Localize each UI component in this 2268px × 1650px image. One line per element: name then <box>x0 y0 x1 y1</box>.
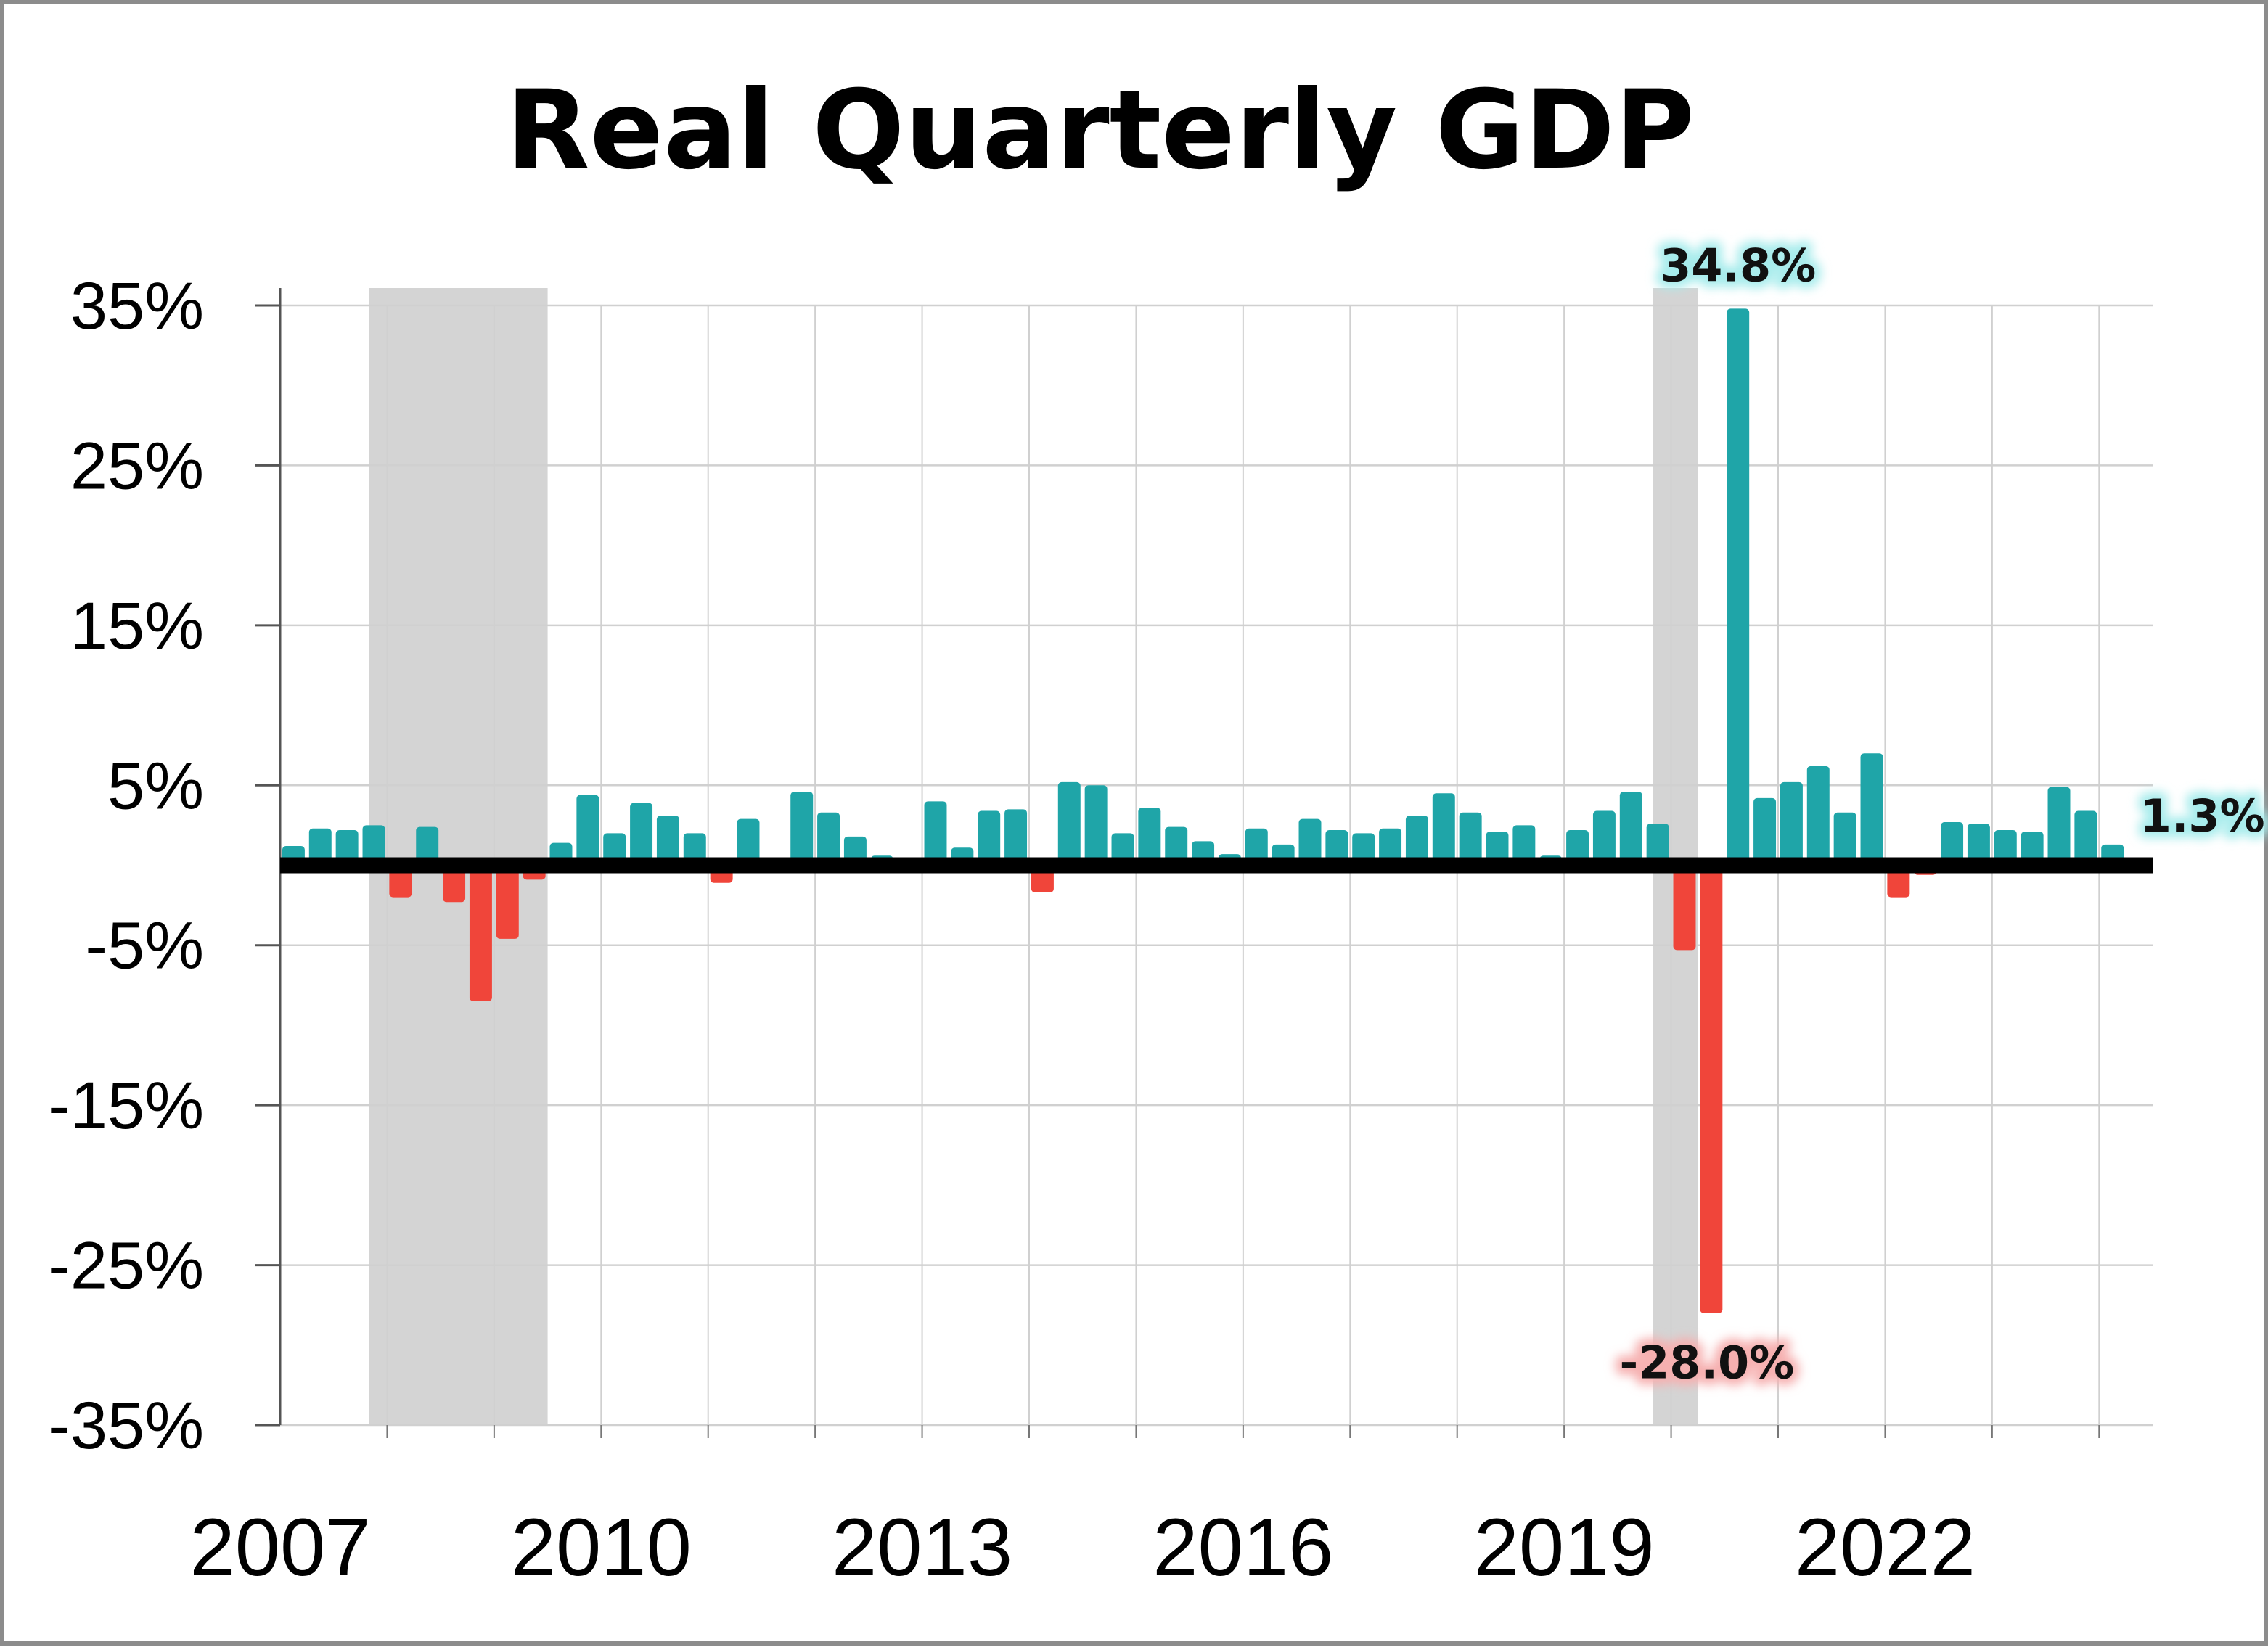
gdp-bar <box>1860 753 1883 866</box>
bars-layer <box>282 308 2124 1313</box>
gdp-bar <box>1405 816 1428 866</box>
gdp-bar <box>469 865 492 1001</box>
gdp-chart: Real Quarterly GDP 35% 25% 15% 5% -5% -15% -25… <box>48 67 2268 1593</box>
gdp-bar <box>1111 833 1134 866</box>
gdp-bar <box>603 833 626 866</box>
gdp-bar <box>1486 832 1509 866</box>
gdp-bar <box>1432 793 1455 866</box>
x-tick-label: 2019 <box>1474 1502 1655 1593</box>
gdp-bar <box>576 795 599 866</box>
gdp-bar <box>496 865 519 939</box>
data-label-annotation: 1.3% <box>2140 789 2265 842</box>
recession-band-1 <box>369 288 548 1425</box>
y-tick-labels: 35% 25% 15% 5% -5% -15% -25% -35% <box>48 269 204 1463</box>
x-tick-labels: 2007 2010 2013 2016 2019 2022 <box>189 1502 1976 1593</box>
data-annotations: 34.8%34.8%-28.0%-28.0%1.3%1.3% <box>1613 232 2268 1395</box>
gdp-bar <box>737 818 760 866</box>
gdp-bar <box>1245 828 1268 866</box>
gdp-bar <box>978 810 1001 866</box>
gdp-bar <box>2074 810 2097 866</box>
gdp-bar <box>389 865 412 898</box>
gdp-bar <box>1298 818 1322 866</box>
gdp-bar <box>1833 812 1856 866</box>
gdp-bar <box>443 865 466 903</box>
gdp-bar <box>1592 810 1616 866</box>
data-label-annotation: -28.0% <box>1619 1337 1794 1390</box>
axes-layer <box>255 288 2153 1438</box>
gdp-bar <box>1887 865 1910 898</box>
y-tick-label: -5% <box>85 909 204 983</box>
gdp-bar <box>1619 792 1642 866</box>
gdp-bar <box>790 792 814 866</box>
gdp-bar <box>817 812 840 866</box>
gdp-bar <box>1057 781 1081 866</box>
y-tick-label: 5% <box>107 749 204 823</box>
annotation-glow: -28.0% <box>1619 1337 1794 1390</box>
gdp-bar <box>1325 830 1348 866</box>
y-tick-label: -35% <box>48 1389 204 1463</box>
gdp-bar <box>1459 812 1482 866</box>
recession-shading-layer <box>369 288 1698 1425</box>
gdp-bar <box>416 826 439 866</box>
x-tick-label: 2007 <box>189 1502 370 1593</box>
gdp-bar <box>1941 821 1964 866</box>
gdp-bar <box>683 833 706 866</box>
y-tick-label: -15% <box>48 1069 204 1143</box>
data-label-annotation: 34.8% <box>1660 239 1816 292</box>
gdp-bar <box>1004 809 1028 866</box>
gdp-bar <box>1084 785 1108 866</box>
y-tick-label: 15% <box>70 589 204 663</box>
gdp-bar <box>1352 833 1375 866</box>
gdp-bar <box>1512 825 1536 866</box>
gdp-bar <box>2047 787 2071 866</box>
gdp-bar <box>656 816 679 866</box>
gdp-bar <box>1566 830 1589 866</box>
x-tick-label: 2016 <box>1153 1502 1333 1593</box>
gdp-bar <box>2021 832 2044 866</box>
gdp-bar <box>1753 797 1777 866</box>
gdp-bar <box>1673 865 1696 951</box>
gdp-bar <box>924 801 947 866</box>
chart-title: Real Quarterly GDP <box>506 67 1695 194</box>
gdp-bar <box>1138 808 1161 866</box>
gdp-bar <box>630 803 653 866</box>
annotation-glow: 1.3% <box>2140 789 2265 842</box>
gdp-bar <box>335 830 359 866</box>
annotation-glow: 34.8% <box>1660 239 1816 292</box>
gdp-bar <box>1780 781 1803 866</box>
gdp-bar <box>308 828 332 866</box>
x-tick-label: 2013 <box>832 1502 1012 1593</box>
gdp-bar <box>1806 766 1830 866</box>
y-tick-label: 25% <box>70 429 204 503</box>
gdp-bar <box>1967 824 1990 866</box>
gdp-bar <box>1646 824 1669 866</box>
y-tick-label: -25% <box>48 1229 204 1303</box>
x-tick-label: 2010 <box>511 1502 692 1593</box>
gdp-bar <box>1165 826 1188 866</box>
gdp-bar <box>1700 865 1723 1313</box>
gdp-bar <box>1379 828 1402 866</box>
gdp-bar <box>1994 830 2017 866</box>
gdp-bar <box>1727 308 1750 866</box>
x-tick-label: 2022 <box>1795 1502 1976 1593</box>
gdp-bar <box>362 825 385 866</box>
y-tick-label: 35% <box>70 269 204 343</box>
